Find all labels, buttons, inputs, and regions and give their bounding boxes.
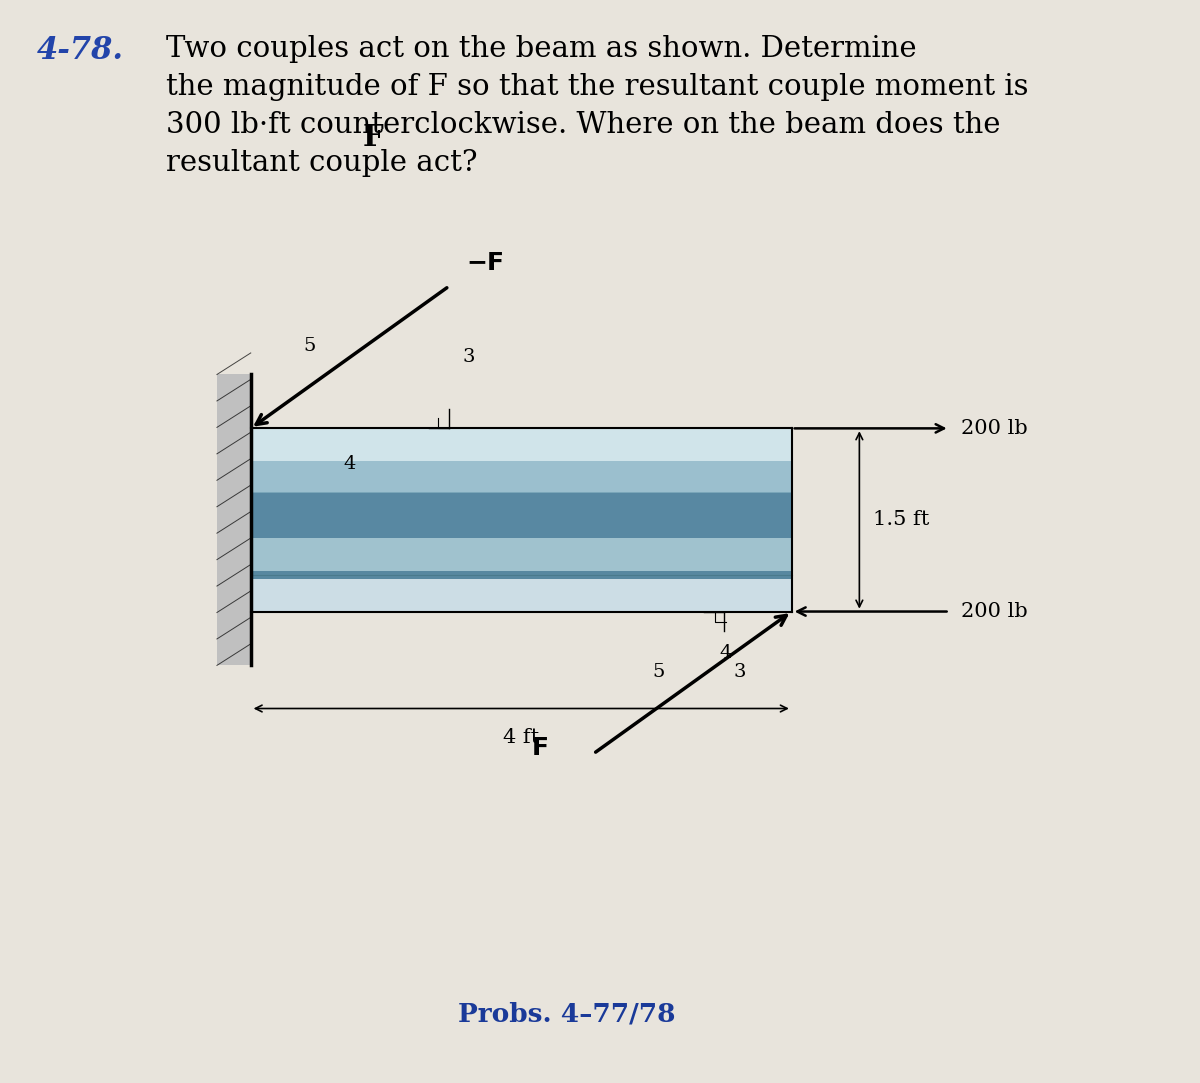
Text: Two couples act on the beam as shown. Determine
the magnitude of F so that the r: Two couples act on the beam as shown. De… xyxy=(167,35,1028,177)
Bar xyxy=(251,578,792,612)
Text: 3: 3 xyxy=(733,663,745,681)
Text: 4: 4 xyxy=(343,455,356,473)
Text: 4 ft: 4 ft xyxy=(503,728,539,747)
Text: $\mathbf{F}$: $\mathbf{F}$ xyxy=(532,736,548,760)
Text: $\mathbf{-F}$: $\mathbf{-F}$ xyxy=(466,252,504,275)
Text: 4: 4 xyxy=(719,644,732,662)
Bar xyxy=(251,571,792,578)
Bar xyxy=(251,461,792,493)
Text: 4-78.: 4-78. xyxy=(36,35,124,66)
Text: 5: 5 xyxy=(652,663,665,681)
Bar xyxy=(251,538,792,571)
Bar xyxy=(217,375,251,665)
Text: Probs. 4–77/78: Probs. 4–77/78 xyxy=(457,1002,676,1027)
Text: 200 lb: 200 lb xyxy=(961,602,1027,621)
Bar xyxy=(251,493,792,538)
Text: 5: 5 xyxy=(304,338,316,355)
Text: 1.5 ft: 1.5 ft xyxy=(872,510,929,530)
Text: F: F xyxy=(362,123,383,153)
Text: 3: 3 xyxy=(463,349,475,366)
Text: 200 lb: 200 lb xyxy=(961,419,1027,438)
Bar xyxy=(251,429,792,461)
